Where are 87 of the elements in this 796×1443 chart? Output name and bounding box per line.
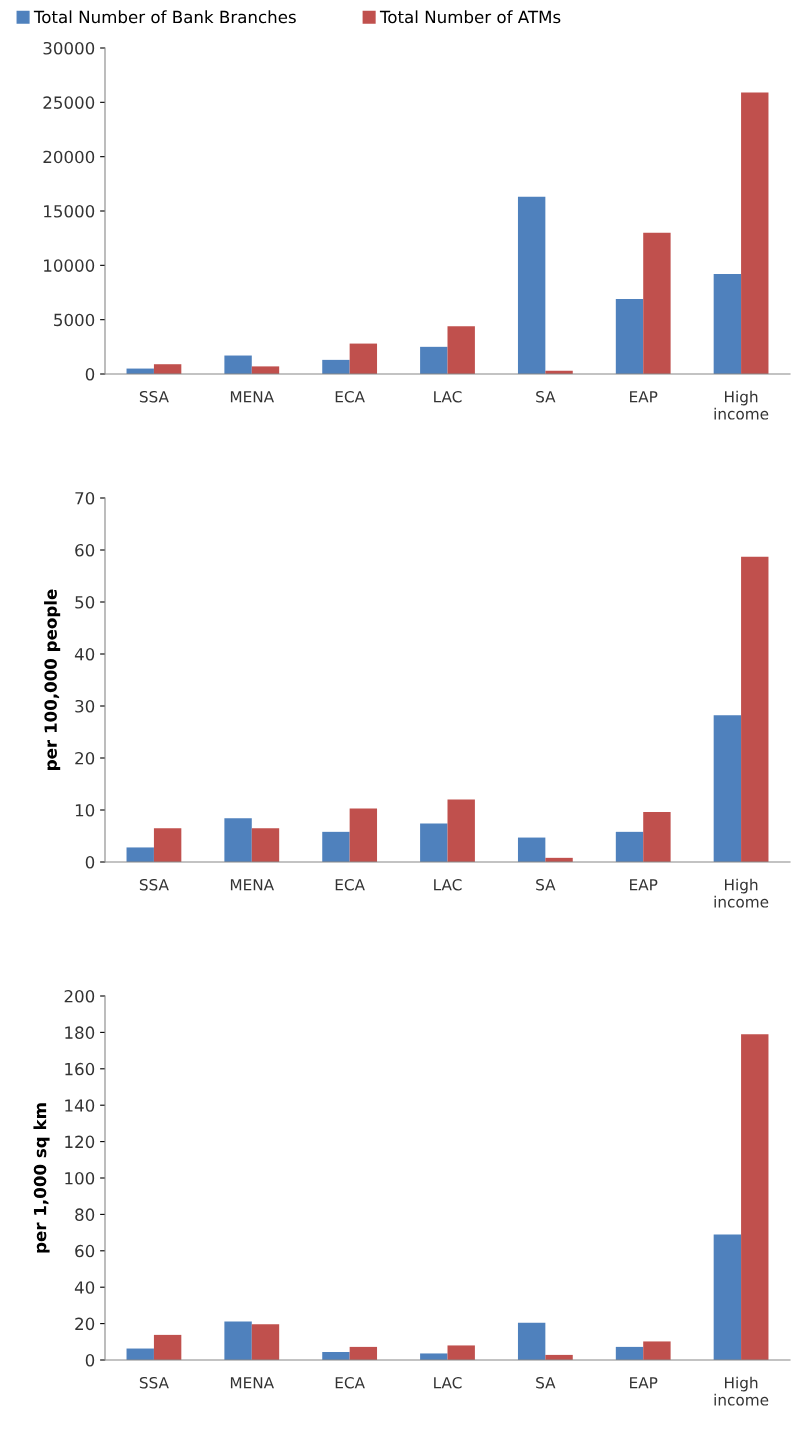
bar bbox=[349, 343, 378, 374]
y-tick-label: 40 bbox=[74, 647, 95, 661]
bar bbox=[615, 1346, 644, 1360]
y-tick-label: 80 bbox=[75, 1208, 95, 1221]
bar bbox=[153, 364, 182, 374]
bar bbox=[251, 366, 280, 374]
y-tick-label: 30000 bbox=[43, 41, 95, 55]
y-tick-label: 20 bbox=[75, 1317, 95, 1331]
x-tick-label: MENA bbox=[230, 391, 275, 403]
x-tick-label: EAP bbox=[630, 391, 658, 403]
x-tick-label: SSA bbox=[139, 1376, 169, 1389]
y-tick-label: 5000 bbox=[54, 313, 95, 327]
bar bbox=[420, 1353, 448, 1360]
bar bbox=[322, 831, 350, 862]
x-tick-label: High income bbox=[714, 1376, 769, 1406]
y-tick-label: 60 bbox=[75, 543, 95, 557]
y-tick-label: 120 bbox=[65, 1135, 95, 1149]
bar bbox=[153, 1334, 182, 1360]
x-tick-label: SA bbox=[536, 878, 556, 891]
bar bbox=[224, 355, 252, 374]
bar bbox=[126, 847, 154, 862]
x-tick-label: High income bbox=[714, 390, 769, 420]
x-tick-label: MENA bbox=[230, 879, 275, 891]
x-tick-label: ECA bbox=[335, 390, 365, 403]
x-tick-label: SSA bbox=[139, 878, 169, 891]
bar bbox=[517, 837, 546, 862]
y-tick-label: 100 bbox=[65, 1171, 95, 1185]
y-tick-label: 0 bbox=[85, 1353, 95, 1367]
bar bbox=[643, 1341, 671, 1360]
x-tick-label: EAP bbox=[630, 1377, 658, 1389]
bar bbox=[447, 1345, 475, 1360]
x-tick-label: High income bbox=[714, 878, 769, 908]
y-tick-label: 10000 bbox=[44, 259, 95, 272]
bar bbox=[224, 818, 252, 862]
bar bbox=[741, 92, 769, 374]
bar bbox=[517, 196, 546, 374]
legend-label: Total Number of Bank Branches bbox=[33, 10, 296, 24]
bar bbox=[420, 346, 448, 374]
x-tick-label: MENA bbox=[230, 1377, 275, 1389]
y-tick-label: 20 bbox=[75, 751, 95, 765]
y-axis-title: per 1,000 sq km bbox=[33, 1103, 50, 1253]
y-tick-label: 40 bbox=[74, 1281, 95, 1294]
bar bbox=[322, 359, 350, 374]
bar bbox=[420, 823, 448, 862]
y-tick-label: 180 bbox=[65, 1026, 95, 1039]
x-tick-label: LAC bbox=[434, 1376, 462, 1389]
y-tick-label: 70 bbox=[75, 491, 95, 505]
y-tick-label: 200 bbox=[64, 989, 95, 1003]
y-tick-label: 160 bbox=[65, 1062, 95, 1076]
bar bbox=[643, 232, 671, 374]
bar bbox=[643, 812, 671, 862]
bar bbox=[713, 715, 742, 862]
bar bbox=[153, 828, 182, 862]
bar bbox=[349, 1346, 378, 1360]
bar bbox=[713, 274, 742, 374]
bar bbox=[741, 1034, 769, 1360]
bar bbox=[224, 1321, 252, 1360]
bar bbox=[615, 299, 644, 374]
bar bbox=[517, 1322, 546, 1360]
x-tick-label: LAC bbox=[434, 390, 462, 403]
x-tick-label: SA bbox=[536, 390, 556, 403]
y-axis-title: per 100,000 people bbox=[44, 589, 61, 770]
y-tick-label: 50 bbox=[75, 595, 95, 609]
x-tick-label: SSA bbox=[139, 390, 169, 403]
x-tick-label: LAC bbox=[434, 878, 462, 891]
bar bbox=[251, 828, 280, 862]
y-tick-label: 30 bbox=[75, 699, 95, 713]
bar bbox=[447, 326, 475, 374]
y-tick-label: 15000 bbox=[44, 204, 95, 218]
y-tick-label: 0 bbox=[85, 367, 95, 381]
legend-label: Total Number of ATMs bbox=[379, 10, 561, 24]
y-tick-label: 10 bbox=[75, 803, 95, 817]
bar bbox=[349, 808, 378, 862]
y-tick-label: 0 bbox=[85, 855, 95, 869]
bar bbox=[447, 799, 475, 862]
bar bbox=[741, 556, 769, 862]
x-tick-label: EAP bbox=[630, 879, 658, 891]
y-tick-label: 60 bbox=[75, 1244, 95, 1258]
x-tick-label: SA bbox=[536, 1376, 556, 1389]
bar bbox=[615, 831, 644, 862]
x-tick-label: ECA bbox=[335, 878, 365, 891]
y-tick-label: 25000 bbox=[43, 96, 95, 109]
y-tick-label: 140 bbox=[65, 1099, 95, 1112]
bar bbox=[713, 1234, 742, 1360]
x-tick-label: ECA bbox=[335, 1376, 365, 1389]
y-tick-label: 20000 bbox=[43, 150, 95, 164]
bar bbox=[251, 1324, 280, 1360]
